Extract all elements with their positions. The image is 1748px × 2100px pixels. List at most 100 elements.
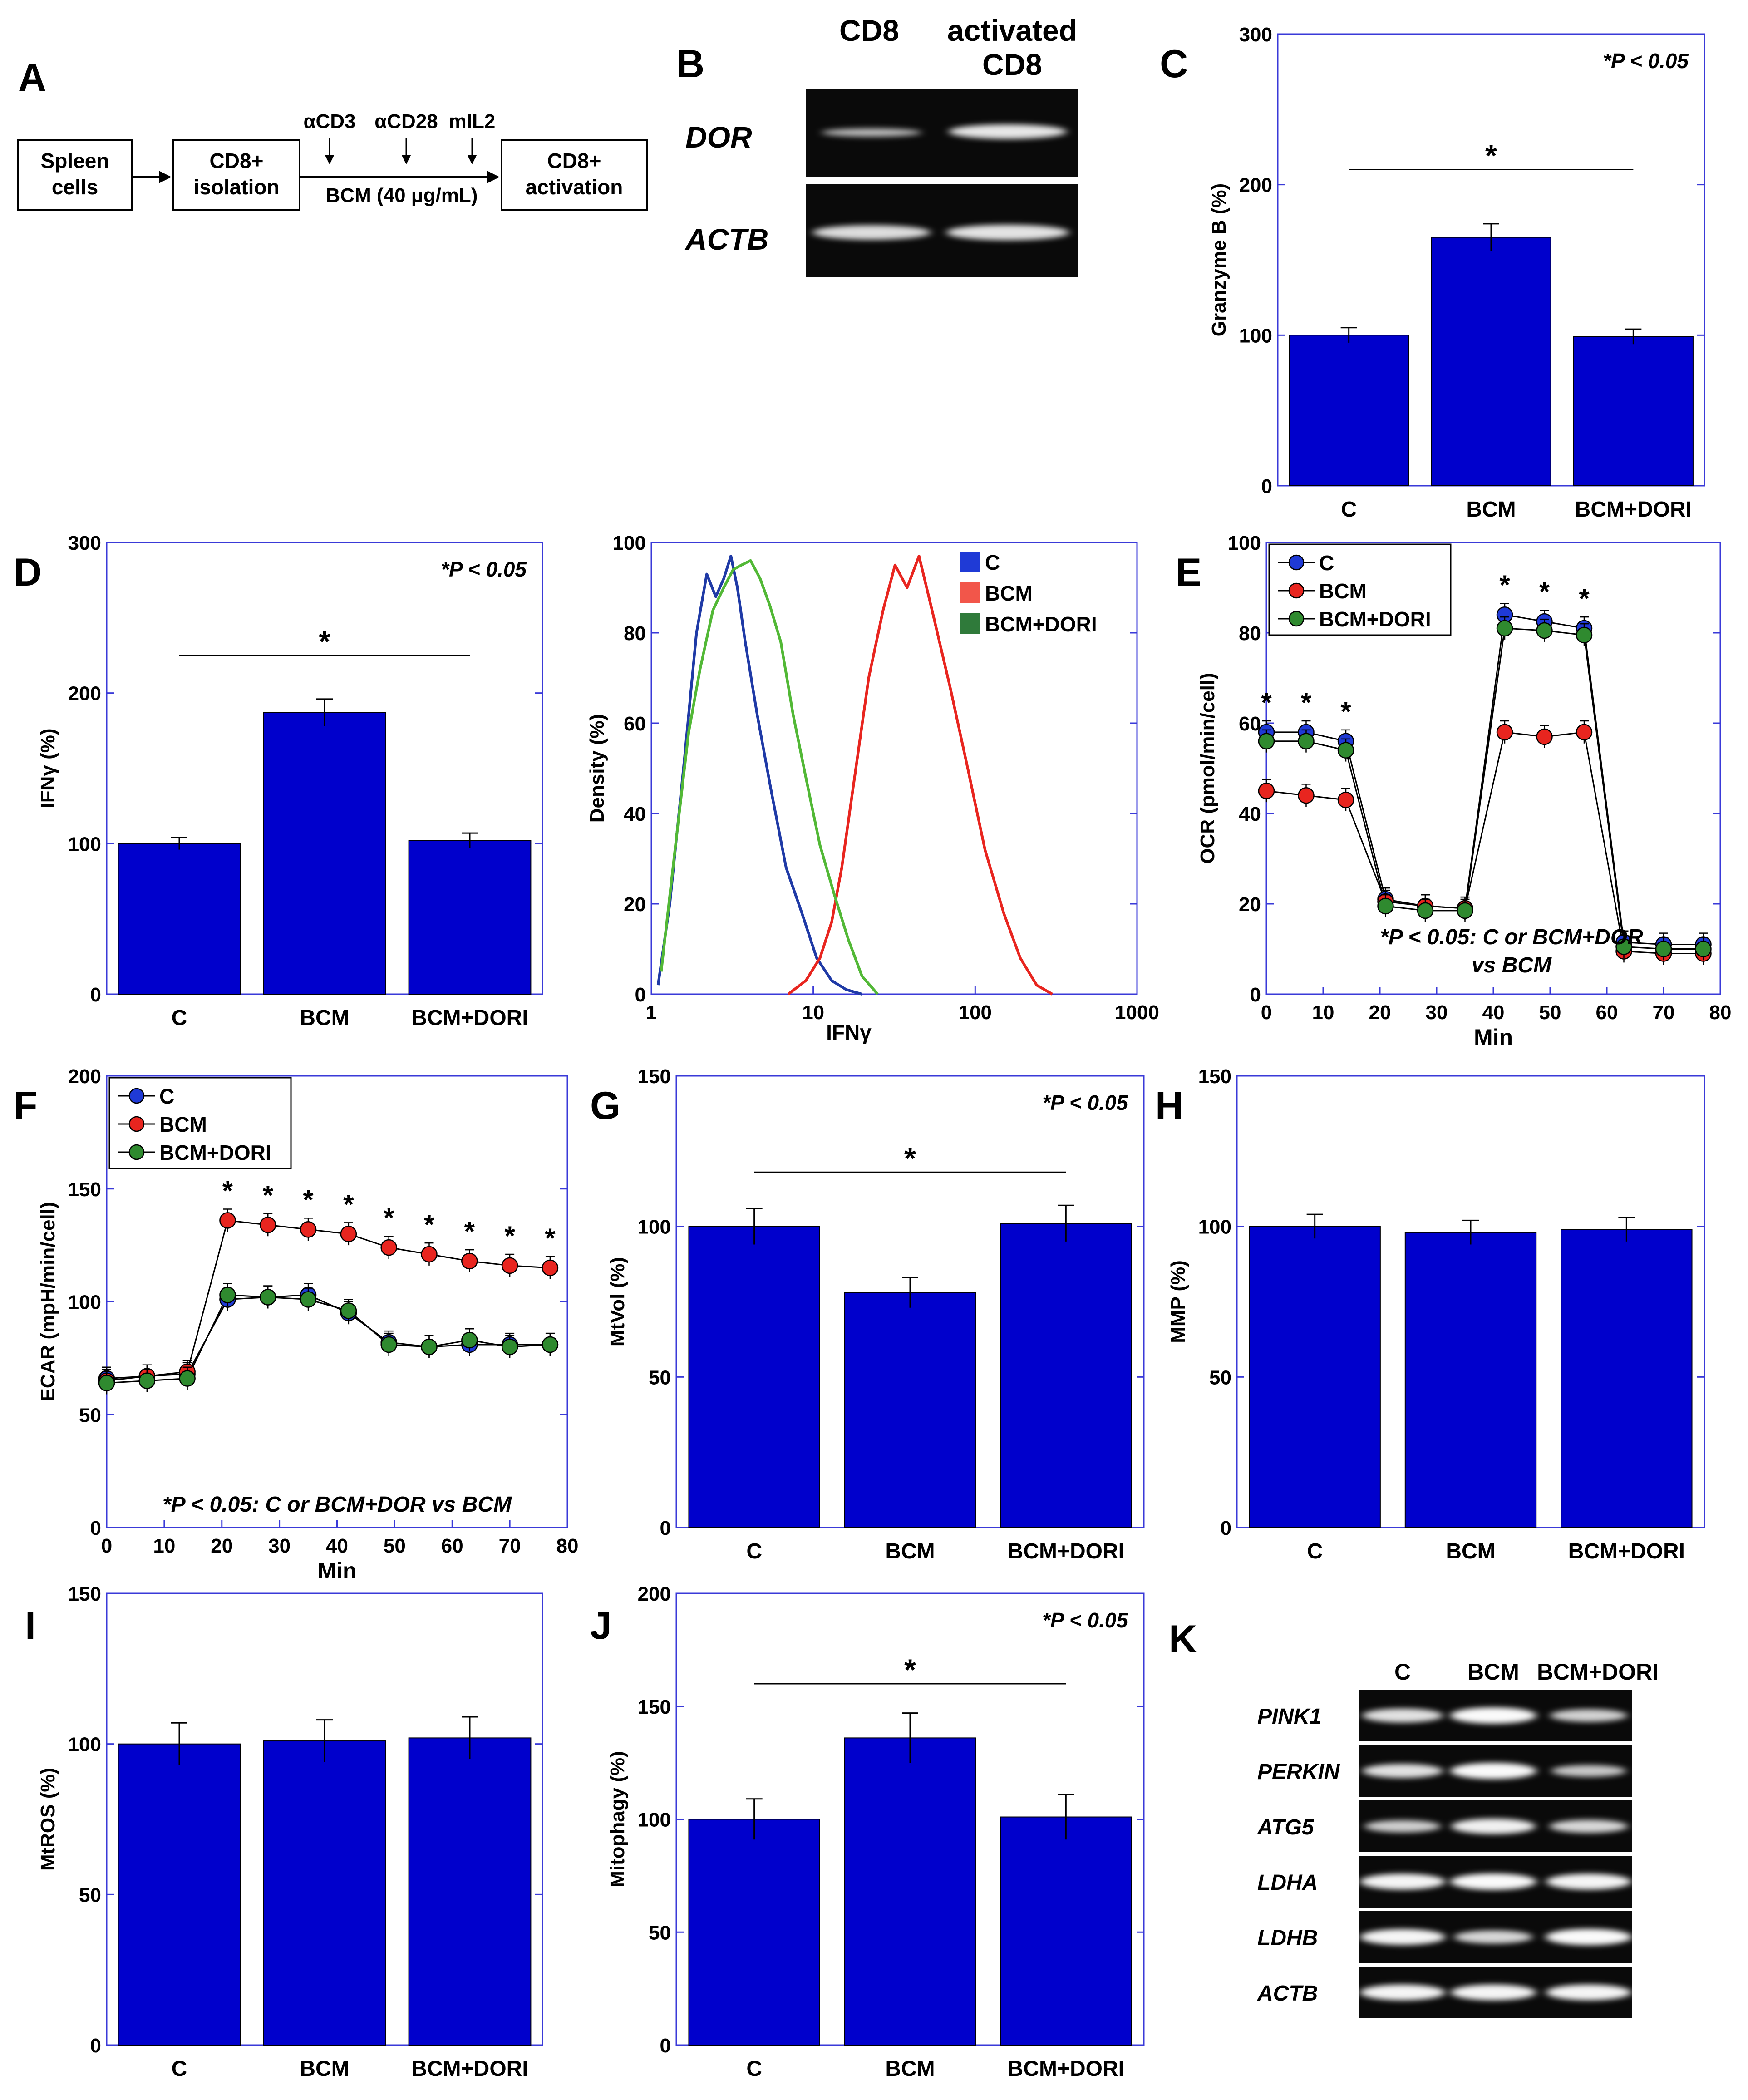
y-tick-label: 100: [638, 1809, 671, 1831]
panel-letter-e: E: [1176, 551, 1201, 594]
significance-star: *: [1485, 139, 1497, 173]
series-line-bcm-dori: [1266, 627, 1704, 950]
x-tick-label: 0: [1261, 1001, 1272, 1024]
gel-k-band: [1360, 1929, 1445, 1945]
x-tick-label: 20: [1369, 1001, 1391, 1024]
y-tick-label: 40: [624, 803, 646, 825]
data-point-bcm: [260, 1217, 276, 1233]
category-label: C: [172, 2057, 187, 2081]
gel-k-band: [1364, 1820, 1441, 1833]
gel-k-band: [1454, 1930, 1533, 1944]
cd8-isolation-box: [172, 139, 300, 211]
y-tick-label: 100: [638, 1216, 671, 1238]
data-point-bcm-dori: [1258, 733, 1275, 750]
bar-bcm: [263, 712, 386, 995]
legend-label-bcm-dori: BCM+DORI: [985, 612, 1097, 636]
data-point-bcm-dori: [260, 1289, 276, 1306]
y-axis-label: MMP (%): [1167, 1260, 1189, 1343]
gel-b-row-actb: ACTB: [684, 222, 768, 256]
cd8-isolation-label-1: CD8+: [210, 149, 264, 173]
chart-flow-ifng: 0 20 40 60 80 100 Density (%) 1 10 100 1000 IFNγ C BC…: [586, 532, 1159, 1044]
bar-bcm: [1404, 1232, 1537, 1528]
chart-c: C 0 100 200 300 Granzyme B (%) C BCM BCM+DORI *P …: [1160, 24, 1705, 522]
gel-k-band: [1546, 1984, 1631, 2001]
data-point-bcm-dori: [1298, 733, 1315, 750]
chart-e: E 0 20 40 60 80 100 OCR (pmol/min/cell) 0 10 20 30 4…: [1176, 532, 1731, 1050]
category-label: C: [746, 1539, 762, 1563]
y-tick-label: 40: [1239, 803, 1261, 825]
data-point-bcm-dori: [1655, 941, 1672, 957]
data-point-bcm-dori: [138, 1372, 156, 1389]
data-point-bcm-dori: [1695, 941, 1712, 957]
p-value-annotation: *P < 0.05: C or BCM+DOR: [1380, 925, 1643, 949]
significance-star: *: [1539, 577, 1550, 607]
y-tick-label: 0: [1250, 984, 1261, 1006]
significance-star: *: [319, 625, 330, 658]
panel-letter-f: F: [14, 1084, 38, 1128]
bar-c: [118, 1743, 241, 2046]
cd8-isolation-label-2: isolation: [193, 175, 279, 199]
x-axis-label: Min: [317, 1558, 356, 1583]
x-tick-label: 80: [1709, 1001, 1732, 1024]
y-tick-label: 80: [1239, 622, 1261, 645]
y-tick-label: 50: [1209, 1366, 1231, 1389]
legend-label-bcm: BCM: [159, 1113, 207, 1136]
category-label: C: [1341, 498, 1357, 522]
gel-k-band: [1362, 1708, 1443, 1723]
category-label: BCM+DORI: [1575, 498, 1692, 522]
series-line-c: [106, 1294, 550, 1380]
y-tick-label: 0: [90, 1517, 101, 1539]
x-tick-label: 20: [211, 1535, 233, 1557]
data-point-bcm: [340, 1226, 357, 1242]
significance-star: *: [1499, 570, 1510, 600]
panel-letter-k: K: [1169, 1617, 1197, 1661]
x-tick-label: 60: [441, 1535, 463, 1557]
gel-k-row-perkin: PERKIN: [1257, 1760, 1340, 1784]
x-tick-label: 70: [1653, 1001, 1675, 1024]
chart-i: I 0 50 100 150 MtROS (%) C BCM BCM+DORI: [25, 1583, 543, 2081]
data-point-bcm: [461, 1252, 478, 1270]
p-value-annotation: *P < 0.05: [1603, 49, 1689, 73]
data-point-bcm-dori: [300, 1291, 317, 1308]
data-point-bcm: [1258, 783, 1275, 799]
x-tick-label: 50: [384, 1535, 406, 1557]
y-tick-label: 300: [1239, 24, 1272, 46]
gel-k-band: [1360, 1873, 1445, 1890]
y-tick-label: 150: [68, 1178, 101, 1201]
gel-k-band: [1362, 1764, 1443, 1778]
histogram-bcm: [787, 554, 1054, 996]
bar-c: [1289, 335, 1409, 486]
legend-label-c: C: [1319, 551, 1334, 575]
gel-b-band-dor-cd8: [822, 128, 921, 137]
gel-k-band: [1546, 1929, 1632, 1945]
y-axis-label: IFNγ (%): [37, 729, 59, 808]
category-label: BCM: [300, 2057, 349, 2081]
y-axis-label: MtROS (%): [37, 1768, 59, 1871]
category-label: C: [172, 1006, 187, 1030]
gel-k-band: [1546, 1873, 1631, 1890]
panel-letter-h: H: [1155, 1084, 1183, 1128]
data-point-bcm: [1576, 724, 1593, 741]
data-point-bcm: [421, 1246, 438, 1263]
p-value-annotation: vs BCM: [1472, 953, 1552, 977]
y-axis-label: MtVol (%): [606, 1257, 629, 1346]
spleen-cells-label-2: cells: [52, 175, 98, 199]
gel-k-row-actb: ACTB: [1257, 1982, 1318, 2006]
y-tick-label: 0: [1261, 475, 1272, 498]
x-axis-label: Min: [1474, 1025, 1513, 1050]
treatment-mil2: mIL2: [449, 110, 496, 133]
panel-a-schematic: A Spleen cells CD8+ isolation αCD3 αCD28…: [17, 56, 648, 211]
significance-star: *: [904, 1141, 916, 1175]
x-tick-label: 10: [802, 1001, 824, 1024]
y-axis-label: Density (%): [586, 714, 608, 823]
data-point-bcm: [1298, 787, 1315, 804]
legend-swatch: [960, 552, 980, 572]
data-point-bcm-dori: [380, 1336, 397, 1353]
legend-label-bcm-dori: BCM+DORI: [159, 1141, 271, 1164]
gel-k-col-bcm: BCM: [1467, 1659, 1519, 1685]
y-axis-label: ECAR (mpH/min/cell): [37, 1202, 59, 1401]
legend-marker: [128, 1144, 145, 1160]
x-tick-label: 1000: [1115, 1001, 1159, 1024]
panel-k-gel: K C BCM BCM+DORI PINK1 PERKIN ATG5 LDHA LDHB…: [1169, 1617, 1659, 2018]
bar-bcm-dori: [1000, 1816, 1132, 2046]
